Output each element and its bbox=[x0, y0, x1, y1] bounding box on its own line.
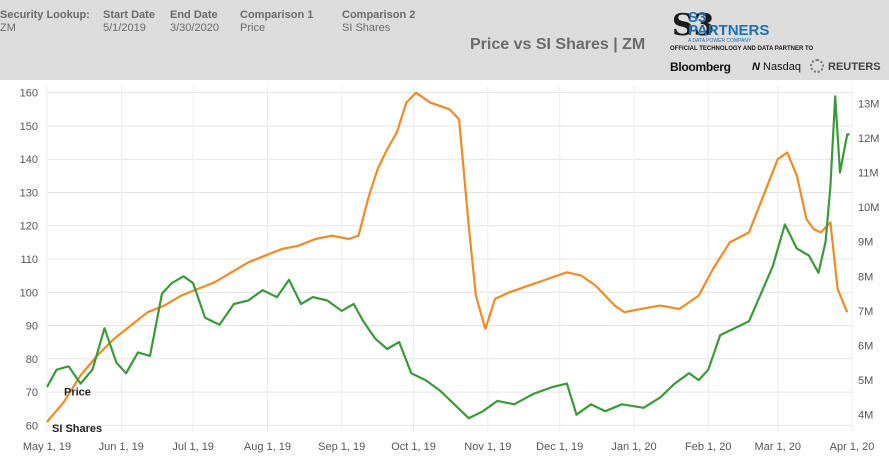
comparison-2-block: Comparison 2 SI Shares bbox=[342, 9, 415, 35]
x-tick-label: Dec 1, 19 bbox=[536, 441, 583, 453]
x-tick-label: Apr 1, 20 bbox=[830, 441, 875, 453]
x-tick-label: Feb 1, 20 bbox=[685, 441, 731, 453]
price-series-label: Price bbox=[64, 386, 91, 398]
x-tick-label: May 1, 19 bbox=[23, 441, 71, 453]
start-date-block: Start Date 5/1/2019 bbox=[103, 9, 155, 35]
comparison-1-block: Comparison 1 Price bbox=[240, 9, 313, 35]
s3-mark-icon: S3 bbox=[672, 8, 715, 43]
logo-name-line1: S3 bbox=[688, 9, 707, 26]
end-date-block: End Date 3/30/2020 bbox=[170, 9, 219, 35]
bloomberg-logo: Bloomberg bbox=[670, 60, 731, 74]
price-vs-si-chart: 60 70 80 90 100 110 120 130 140 150 160 4M 5M 6M 7M 8M… bbox=[20, 86, 879, 453]
chart-grid bbox=[46, 86, 853, 432]
logo-name-line2: PARTNERS bbox=[688, 22, 770, 39]
right-tick-label: 11M bbox=[858, 168, 879, 180]
left-tick-label: 120 bbox=[20, 221, 38, 233]
right-tick-label: 8M bbox=[858, 271, 873, 283]
left-tick-label: 60 bbox=[26, 420, 38, 432]
right-tick-label: 12M bbox=[858, 133, 879, 145]
left-tick-label: 70 bbox=[26, 387, 38, 399]
left-tick-label: 100 bbox=[20, 287, 38, 299]
comparison-1-label: Comparison 1 bbox=[240, 9, 314, 21]
security-lookup-block: Security Lookup: ZM bbox=[0, 9, 90, 35]
x-tick-label: Jan 1, 20 bbox=[611, 441, 656, 453]
right-tick-label: 13M bbox=[858, 98, 879, 110]
series-line-si-shares bbox=[46, 95, 850, 420]
x-tick-label: Aug 1, 19 bbox=[244, 441, 291, 453]
right-tick-label: 9M bbox=[858, 237, 873, 249]
left-tick-label: 90 bbox=[26, 321, 38, 333]
si-shares-series-label: SI Shares bbox=[52, 423, 102, 435]
comparison-2-value: SI Shares bbox=[342, 22, 391, 34]
report-header: Security Lookup: ZM Start Date 5/1/2019 … bbox=[0, 0, 889, 80]
x-tick-label: Nov 1, 19 bbox=[464, 441, 511, 453]
series-line-price bbox=[46, 91, 849, 423]
logo-name: S3 PARTNERS bbox=[688, 9, 770, 39]
right-tick-label: 6M bbox=[858, 341, 873, 353]
left-tick-label: 150 bbox=[20, 121, 38, 133]
security-lookup-label: Security Lookup: bbox=[0, 9, 90, 21]
comparison-1-value: Price bbox=[240, 22, 266, 34]
left-tick-label: 80 bbox=[26, 354, 38, 366]
right-tick-label: 7M bbox=[858, 306, 873, 318]
nasdaq-label: Nasdaq bbox=[763, 61, 801, 73]
nasdaq-logo: N Nasdaq bbox=[752, 61, 801, 73]
left-tick-label: 160 bbox=[20, 88, 38, 100]
security-lookup-value: ZM bbox=[0, 22, 16, 34]
x-tick-label: Oct 1, 19 bbox=[391, 441, 436, 453]
x-tick-label: Jun 1, 19 bbox=[99, 441, 144, 453]
chart-series bbox=[46, 91, 850, 423]
reuters-logo: REUTERS bbox=[828, 61, 881, 73]
end-date-value: 3/30/2020 bbox=[170, 22, 219, 34]
right-axis-ticks: 4M 5M 6M 7M 8M 9M 10M 11M 12M 13M bbox=[858, 98, 879, 421]
start-date-value: 5/1/2019 bbox=[103, 22, 146, 34]
logo-tagline: A DATA POWER COMPANY bbox=[688, 38, 752, 44]
right-tick-label: 5M bbox=[858, 375, 873, 387]
s3-partners-logo: S3 S3 PARTNERS A DATA POWER COMPANY OFFI… bbox=[670, 8, 885, 76]
x-axis-ticks: May 1, 19 Jun 1, 19 Jul 1, 19 Aug 1, 19 Sep … bbox=[23, 441, 874, 453]
left-tick-label: 110 bbox=[20, 254, 38, 266]
left-tick-label: 140 bbox=[20, 154, 38, 166]
series-labels: Price SI Shares bbox=[52, 386, 102, 435]
left-axis-ticks: 60 70 80 90 100 110 120 130 140 150 160 bbox=[20, 88, 38, 433]
x-tick-label: Sep 1, 19 bbox=[318, 441, 365, 453]
x-tick-label: Mar 1, 20 bbox=[754, 441, 800, 453]
x-tick-label: Jul 1, 19 bbox=[172, 441, 214, 453]
reuters-dots-icon bbox=[810, 59, 824, 73]
chart-title: Price vs SI Shares | ZM bbox=[470, 36, 646, 53]
right-tick-label: 4M bbox=[858, 410, 873, 422]
right-tick-label: 10M bbox=[858, 202, 879, 214]
comparison-2-label: Comparison 2 bbox=[342, 9, 416, 21]
start-date-label: Start Date bbox=[103, 9, 155, 21]
logo-official-text: OFFICIAL TECHNOLOGY AND DATA PARTNER TO bbox=[670, 46, 814, 52]
end-date-label: End Date bbox=[170, 9, 218, 21]
left-tick-label: 130 bbox=[20, 187, 38, 199]
nasdaq-icon: N bbox=[752, 61, 760, 73]
